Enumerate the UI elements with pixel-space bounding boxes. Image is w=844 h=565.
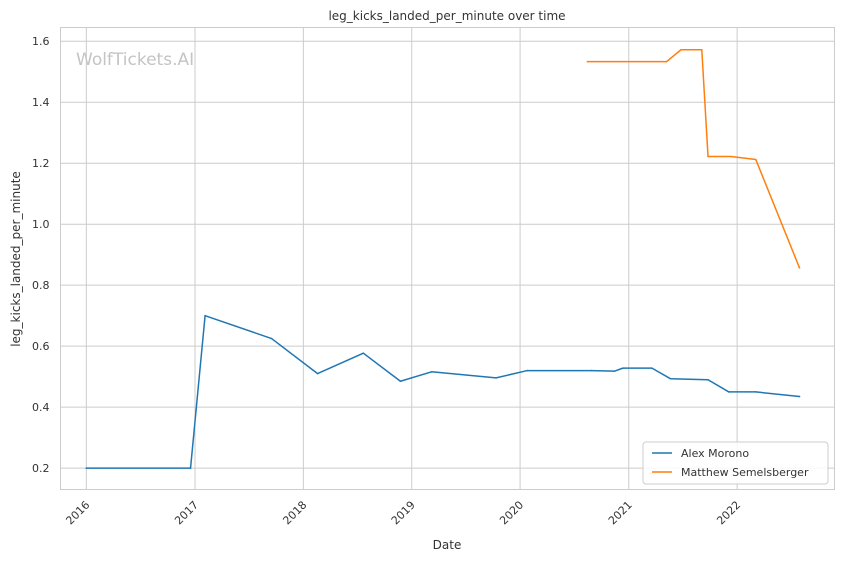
y-tick-label: 0.6: [32, 340, 50, 353]
y-tick-label: 0.2: [32, 462, 50, 475]
y-tick-label: 1.6: [32, 35, 50, 48]
data-point: [707, 378, 709, 381]
plot-frame: [60, 27, 835, 490]
data-point: [590, 369, 593, 372]
data-point: [680, 48, 682, 51]
y-tick-label: 1.0: [32, 218, 50, 231]
data-point: [700, 48, 703, 51]
data-point: [730, 155, 732, 158]
y-tick-label: 1.4: [32, 96, 50, 109]
y-tick-label: 1.2: [32, 157, 50, 170]
grid: [60, 27, 835, 490]
data-point: [707, 155, 709, 158]
data-point: [798, 395, 801, 398]
data-point: [495, 377, 497, 379]
data-point: [651, 367, 653, 369]
data-point: [665, 60, 668, 63]
series-line: [586, 49, 801, 269]
plot-area: [60, 27, 835, 490]
legend-label: Matthew Semelsberger: [681, 466, 809, 479]
data-point: [204, 314, 206, 317]
chart-title: leg_kicks_landed_per_minute over time: [328, 9, 565, 23]
data-point: [85, 467, 88, 469]
data-point: [526, 369, 529, 372]
y-axis-ticks: 0.2 0.4 0.6 0.8 1.0 1.2 1.4 1.6: [32, 35, 50, 475]
data-point: [316, 372, 319, 375]
series-layer: [85, 48, 801, 469]
data-point: [798, 267, 801, 269]
data-point: [270, 337, 273, 340]
data-point: [362, 352, 365, 354]
data-point: [586, 60, 589, 63]
y-tick-label: 0.4: [32, 401, 50, 414]
watermark: WolfTickets.AI: [76, 50, 194, 70]
data-point: [189, 467, 192, 469]
y-tick-label: 0.8: [32, 279, 50, 292]
legend: Alex Morono Matthew Semelsberger: [642, 441, 829, 485]
data-point: [613, 370, 616, 372]
legend-label: Alex Morono: [681, 447, 749, 460]
data-point: [622, 367, 624, 369]
data-point: [399, 380, 402, 383]
legend-box: [642, 441, 829, 485]
y-axis-label: leg_kicks_landed_per_minute: [9, 171, 23, 347]
data-point: [669, 378, 672, 380]
data-point: [755, 391, 757, 393]
x-axis-label: Date: [433, 538, 462, 552]
data-point: [430, 370, 433, 373]
data-point: [728, 391, 730, 393]
data-point: [755, 158, 757, 161]
